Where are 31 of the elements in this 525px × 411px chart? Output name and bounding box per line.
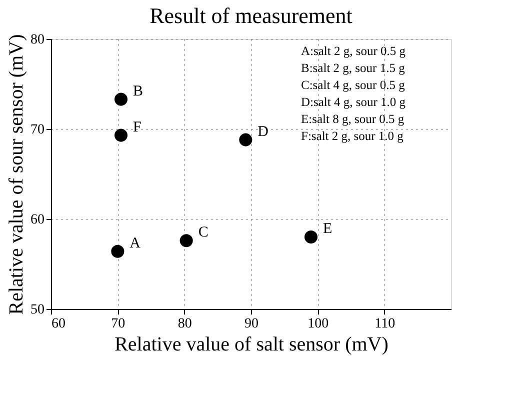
point [304,230,318,244]
x-tick-label: 80 [178,316,192,332]
point [114,128,128,142]
y-tick-label: 50 [30,302,44,318]
y-tick-label: 80 [30,32,44,48]
data-label: D [258,124,269,140]
y-axis-title: Relative value of sour sensor (mV) [6,34,28,315]
data-label: C [198,224,208,241]
y-tick-label: 70 [30,122,44,138]
chart-title: Result of measurement [150,3,352,28]
annotation: A:salt 2 g, sour 0.5 g [301,44,406,58]
data-label: B [133,83,144,100]
point [239,133,252,146]
data-label: F [133,119,142,136]
x-tick-label: 70 [111,316,126,332]
annotation: D:salt 4 g, sour 1.0 g [301,95,406,109]
data-label: E [323,221,332,237]
x-tick-label: 110 [374,316,396,332]
x-tick-label: 60 [52,316,66,332]
y-tick-label: 60 [30,212,44,228]
point [180,234,193,248]
point [114,92,128,106]
data-label: A [130,235,141,252]
x-tick-label: 90 [244,316,258,332]
annotation: F:salt 2 g, sour 1.0 g [301,129,404,143]
x-tick-label: 100 [308,316,329,332]
x-axis-title: Relative value of salt sensor (mV) [114,334,388,356]
point [111,244,124,258]
annotation: B:salt 2 g, sour 1.5 g [301,61,406,75]
annotation: C:salt 4 g, sour 0.5 g [301,78,406,92]
annotation: E:salt 8 g, sour 0.5 g [301,112,405,126]
